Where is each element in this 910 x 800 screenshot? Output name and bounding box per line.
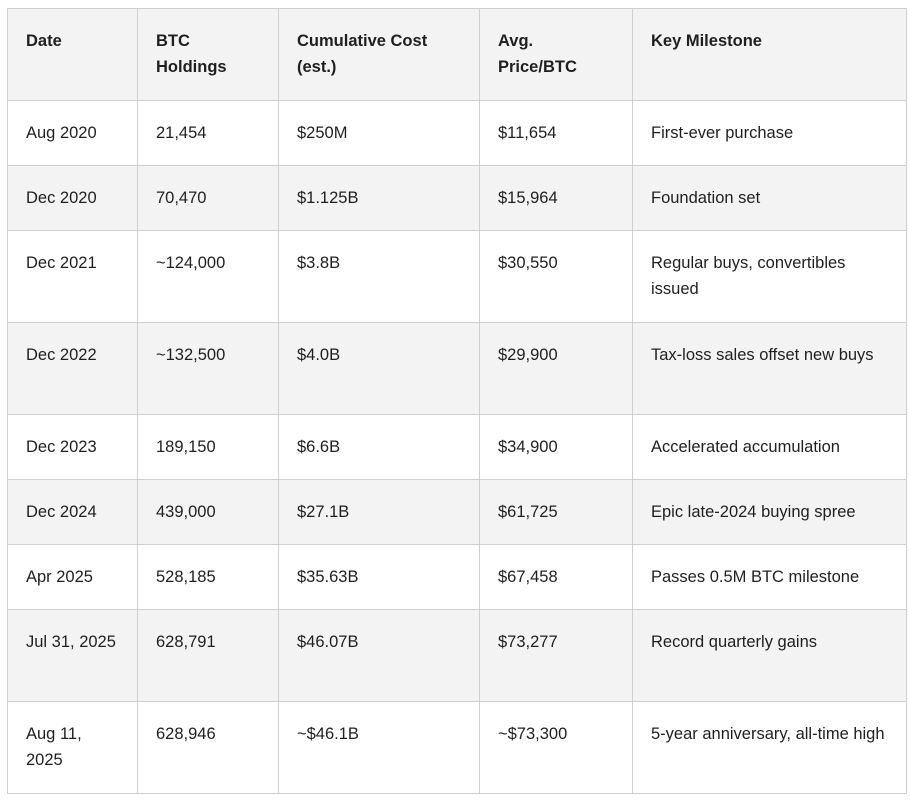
cell-date: Aug 2020 (7, 100, 138, 166)
cell-date: Apr 2025 (7, 544, 138, 610)
table-row: Aug 2020 21,454 $250M $11,654 First-ever… (7, 100, 907, 166)
cell-key-milestone: Accelerated accumulation (632, 414, 907, 480)
cell-cumulative-cost: $3.8B (278, 230, 480, 323)
cell-cumulative-cost: $250M (278, 100, 480, 166)
cell-cumulative-cost: ~$46.1B (278, 701, 480, 794)
cell-key-milestone: Record quarterly gains (632, 609, 907, 702)
table-row: Dec 2020 70,470 $1.125B $15,964 Foundati… (7, 165, 907, 231)
header-cumulative-cost: Cumulative Cost (est.) (278, 8, 480, 101)
cell-date: Dec 2024 (7, 479, 138, 545)
cell-btc-holdings: ~132,500 (137, 322, 279, 415)
cell-avg-price: $15,964 (479, 165, 633, 231)
cell-avg-price: $61,725 (479, 479, 633, 545)
table-row: Dec 2024 439,000 $27.1B $61,725 Epic lat… (7, 479, 907, 545)
cell-btc-holdings: ~124,000 (137, 230, 279, 323)
cell-date: Aug 11, 2025 (7, 701, 138, 794)
header-btc-holdings: BTC Holdings (137, 8, 279, 101)
header-key-milestone: Key Milestone (632, 8, 907, 101)
cell-key-milestone: Tax-loss sales offset new buys (632, 322, 907, 415)
table-row: Dec 2022 ~132,500 $4.0B $29,900 Tax-loss… (7, 322, 907, 415)
cell-btc-holdings: 70,470 (137, 165, 279, 231)
table-row: Jul 31, 2025 628,791 $46.07B $73,277 Rec… (7, 609, 907, 702)
cell-avg-price: $34,900 (479, 414, 633, 480)
cell-btc-holdings: 528,185 (137, 544, 279, 610)
cell-key-milestone: First-ever purchase (632, 100, 907, 166)
cell-cumulative-cost: $1.125B (278, 165, 480, 231)
cell-key-milestone: Epic late-2024 buying spree (632, 479, 907, 545)
cell-avg-price: $73,277 (479, 609, 633, 702)
header-avg-price: Avg. Price/BTC (479, 8, 633, 101)
cell-key-milestone: Regular buys, convertibles issued (632, 230, 907, 323)
table-row: Apr 2025 528,185 $35.63B $67,458 Passes … (7, 544, 907, 610)
cell-cumulative-cost: $35.63B (278, 544, 480, 610)
cell-date: Dec 2020 (7, 165, 138, 231)
cell-key-milestone: Passes 0.5M BTC milestone (632, 544, 907, 610)
cell-key-milestone: Foundation set (632, 165, 907, 231)
cell-cumulative-cost: $46.07B (278, 609, 480, 702)
table-row: Aug 11, 2025 628,946 ~$46.1B ~$73,300 5-… (7, 701, 907, 794)
cell-date: Dec 2023 (7, 414, 138, 480)
cell-key-milestone: 5-year anniversary, all-time high (632, 701, 907, 794)
cell-btc-holdings: 628,946 (137, 701, 279, 794)
table-row: Dec 2021 ~124,000 $3.8B $30,550 Regular … (7, 230, 907, 323)
cell-btc-holdings: 439,000 (137, 479, 279, 545)
cell-date: Jul 31, 2025 (7, 609, 138, 702)
cell-avg-price: $29,900 (479, 322, 633, 415)
btc-holdings-table: Date BTC Holdings Cumulative Cost (est.)… (7, 8, 907, 794)
cell-avg-price: ~$73,300 (479, 701, 633, 794)
header-date: Date (7, 8, 138, 101)
cell-cumulative-cost: $6.6B (278, 414, 480, 480)
table-header-row: Date BTC Holdings Cumulative Cost (est.)… (7, 8, 907, 101)
cell-date: Dec 2022 (7, 322, 138, 415)
cell-btc-holdings: 189,150 (137, 414, 279, 480)
cell-avg-price: $30,550 (479, 230, 633, 323)
cell-cumulative-cost: $27.1B (278, 479, 480, 545)
cell-cumulative-cost: $4.0B (278, 322, 480, 415)
cell-btc-holdings: 21,454 (137, 100, 279, 166)
cell-avg-price: $11,654 (479, 100, 633, 166)
btc-holdings-table-container: Date BTC Holdings Cumulative Cost (est.)… (7, 8, 907, 794)
cell-date: Dec 2021 (7, 230, 138, 323)
cell-btc-holdings: 628,791 (137, 609, 279, 702)
cell-avg-price: $67,458 (479, 544, 633, 610)
table-row: Dec 2023 189,150 $6.6B $34,900 Accelerat… (7, 414, 907, 480)
